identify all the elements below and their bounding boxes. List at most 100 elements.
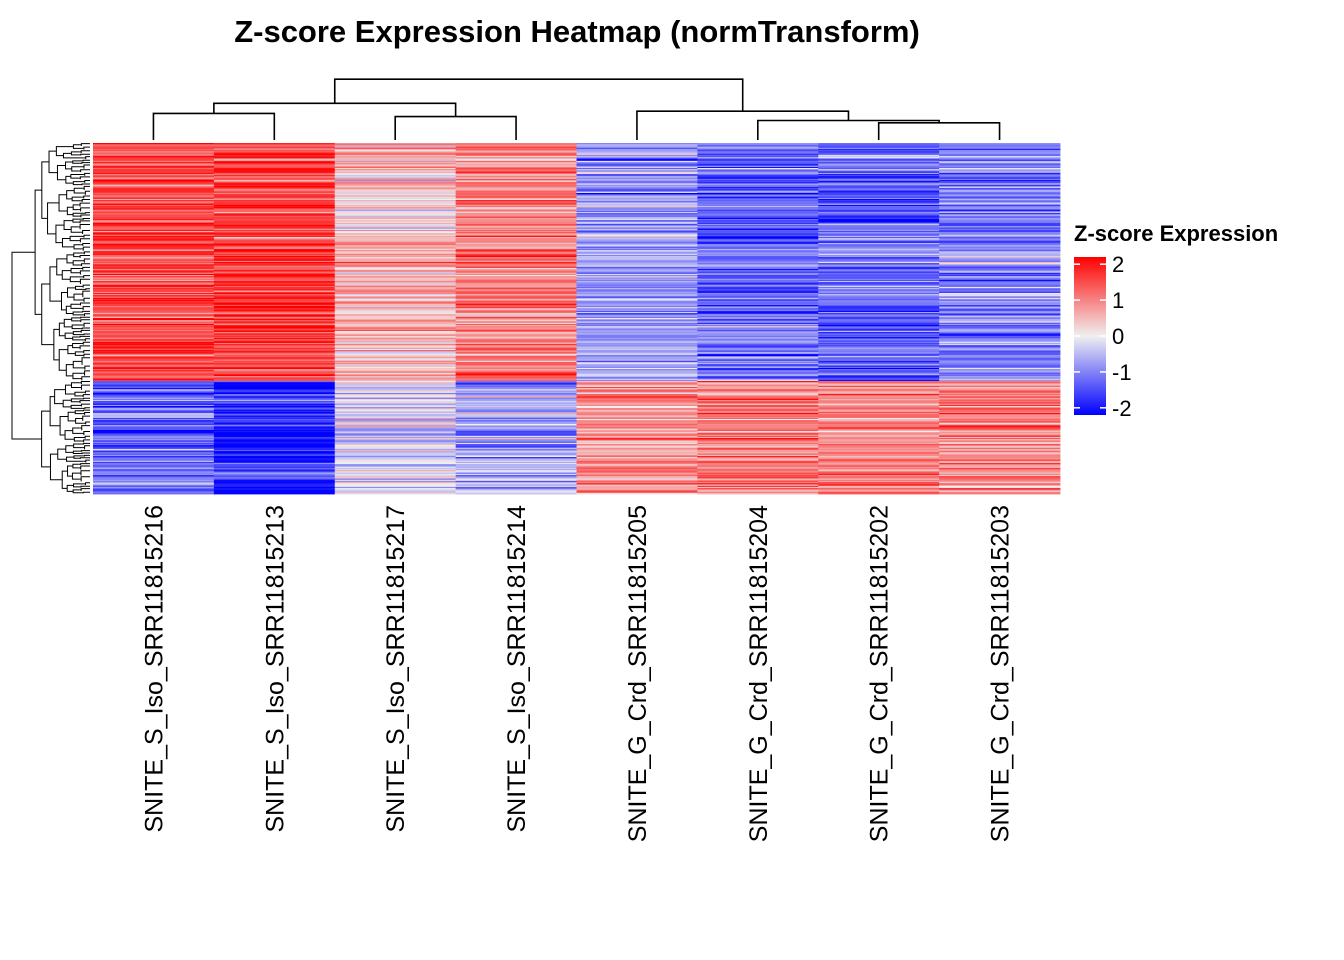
heatmap-cell — [93, 332, 215, 334]
heatmap-cell — [939, 237, 1061, 239]
heatmap-cell — [455, 330, 577, 333]
heatmap-cell — [818, 419, 940, 421]
heatmap-cell — [576, 484, 698, 487]
heatmap-cell — [939, 178, 1061, 181]
heatmap-cell — [818, 345, 940, 347]
heatmap-cell — [576, 294, 698, 296]
heatmap-cell — [93, 390, 215, 393]
heatmap-cell — [93, 292, 215, 295]
heatmap-cell — [576, 433, 698, 435]
heatmap-cell — [213, 188, 336, 190]
row-dendrogram-branch — [79, 162, 90, 164]
heatmap-cell — [213, 407, 336, 409]
heatmap-cell — [576, 386, 698, 389]
heatmap-cell — [455, 306, 577, 308]
heatmap-cell — [334, 228, 457, 231]
heatmap-cell — [334, 454, 457, 457]
heatmap-cell — [697, 470, 819, 472]
heatmap-cell — [576, 460, 698, 463]
heatmap-cell — [455, 461, 577, 464]
heatmap-cell — [818, 357, 940, 359]
heatmap-cell — [939, 395, 1061, 397]
heatmap-cell — [939, 167, 1061, 170]
heatmap-cell — [455, 477, 577, 479]
heatmap-cell — [939, 428, 1061, 431]
heatmap-cell — [697, 380, 819, 383]
heatmap-cell — [93, 265, 215, 268]
heatmap-cell — [697, 465, 819, 468]
heatmap-cell — [939, 369, 1061, 371]
heatmap-cell — [818, 265, 940, 268]
heatmap-cell — [939, 426, 1061, 428]
heatmap-cell — [576, 485, 698, 488]
heatmap-cell — [576, 163, 698, 165]
heatmap-cell — [93, 197, 215, 200]
heatmap-cell — [213, 327, 336, 330]
heatmap-cell — [334, 391, 457, 394]
heatmap-cell — [334, 297, 457, 300]
heatmap-cell — [93, 160, 215, 163]
row-dendrogram-branch — [72, 204, 79, 211]
heatmap-cell — [455, 390, 577, 393]
heatmap-cell — [213, 300, 336, 302]
heatmap-cell — [334, 480, 457, 483]
heatmap-cell — [818, 489, 940, 491]
heatmap-cell — [93, 257, 215, 259]
heatmap-cell — [213, 221, 336, 224]
heatmap-cell — [939, 191, 1061, 194]
heatmap-cell — [93, 320, 215, 322]
heatmap-cell — [697, 219, 819, 221]
heatmap-cell — [818, 339, 940, 341]
heatmap-cell — [697, 389, 819, 391]
heatmap-cell — [576, 182, 698, 184]
heatmap-cell — [93, 438, 215, 440]
heatmap-cell — [334, 216, 457, 219]
heatmap-cell — [213, 375, 336, 377]
heatmap-cell — [334, 157, 457, 159]
heatmap-cell — [334, 413, 457, 415]
heatmap-cell — [697, 266, 819, 269]
heatmap-cell — [576, 335, 698, 338]
heatmap-cell — [697, 433, 819, 435]
row-dendrogram-branch — [79, 450, 90, 452]
heatmap-cell — [939, 314, 1061, 316]
heatmap-cell — [213, 378, 336, 381]
heatmap-cell — [455, 250, 577, 252]
heatmap-cell — [93, 341, 215, 344]
heatmap-cell — [334, 283, 457, 285]
heatmap-cell — [213, 353, 336, 356]
row-dendrogram-branch — [75, 285, 84, 290]
heatmap-cell — [939, 323, 1061, 326]
heatmap-cell — [818, 327, 940, 330]
heatmap-cell — [818, 395, 940, 397]
heatmap-cell — [334, 227, 457, 230]
heatmap-cell — [213, 252, 336, 255]
heatmap-cell — [93, 403, 215, 406]
heatmap-cell — [697, 313, 819, 315]
heatmap-cell — [93, 284, 215, 287]
heatmap-cell — [818, 414, 940, 416]
heatmap-cell — [697, 150, 819, 152]
heatmap-cell — [818, 253, 940, 256]
heatmap-cell — [93, 159, 215, 162]
heatmap-cell — [93, 458, 215, 460]
heatmap-cell — [455, 463, 577, 465]
heatmap-cell — [455, 160, 577, 163]
heatmap-cell — [697, 472, 819, 475]
heatmap-cell — [697, 223, 819, 226]
heatmap-cell — [93, 352, 215, 354]
heatmap-cell — [576, 159, 698, 162]
heatmap-cell — [455, 301, 577, 303]
heatmap-cell — [576, 442, 698, 445]
heatmap-cell — [334, 405, 457, 408]
heatmap-cell — [213, 435, 336, 438]
heatmap-cell — [213, 244, 336, 246]
heatmap-cell — [818, 281, 940, 283]
heatmap-cell — [455, 154, 577, 157]
heatmap-cell — [455, 223, 577, 226]
heatmap-cell — [576, 463, 698, 465]
heatmap-cell — [939, 172, 1061, 175]
heatmap-cell — [939, 492, 1061, 495]
heatmap-cell — [576, 366, 698, 369]
heatmap-cell — [455, 423, 577, 426]
